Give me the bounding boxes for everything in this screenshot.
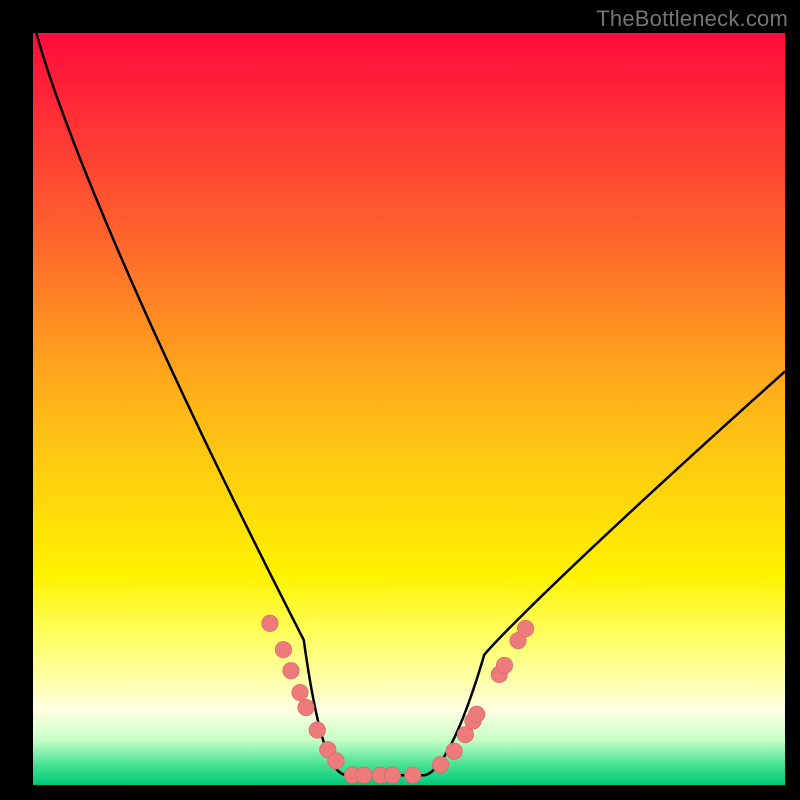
gradient-background [33,33,785,785]
data-marker [405,767,421,783]
data-marker [517,620,533,636]
plot-svg [33,33,785,785]
data-marker [468,706,484,722]
watermark-text: TheBottleneck.com [596,6,788,32]
data-marker [496,657,512,673]
data-marker [432,756,448,772]
data-marker [283,662,299,678]
data-marker [309,722,325,738]
data-marker [446,743,462,759]
data-marker [298,699,314,715]
data-marker [356,767,372,783]
data-marker [328,753,344,769]
data-marker [384,767,400,783]
bottleneck-plot [33,33,785,785]
data-marker [262,615,278,631]
data-marker [292,684,308,700]
data-marker [275,641,291,657]
